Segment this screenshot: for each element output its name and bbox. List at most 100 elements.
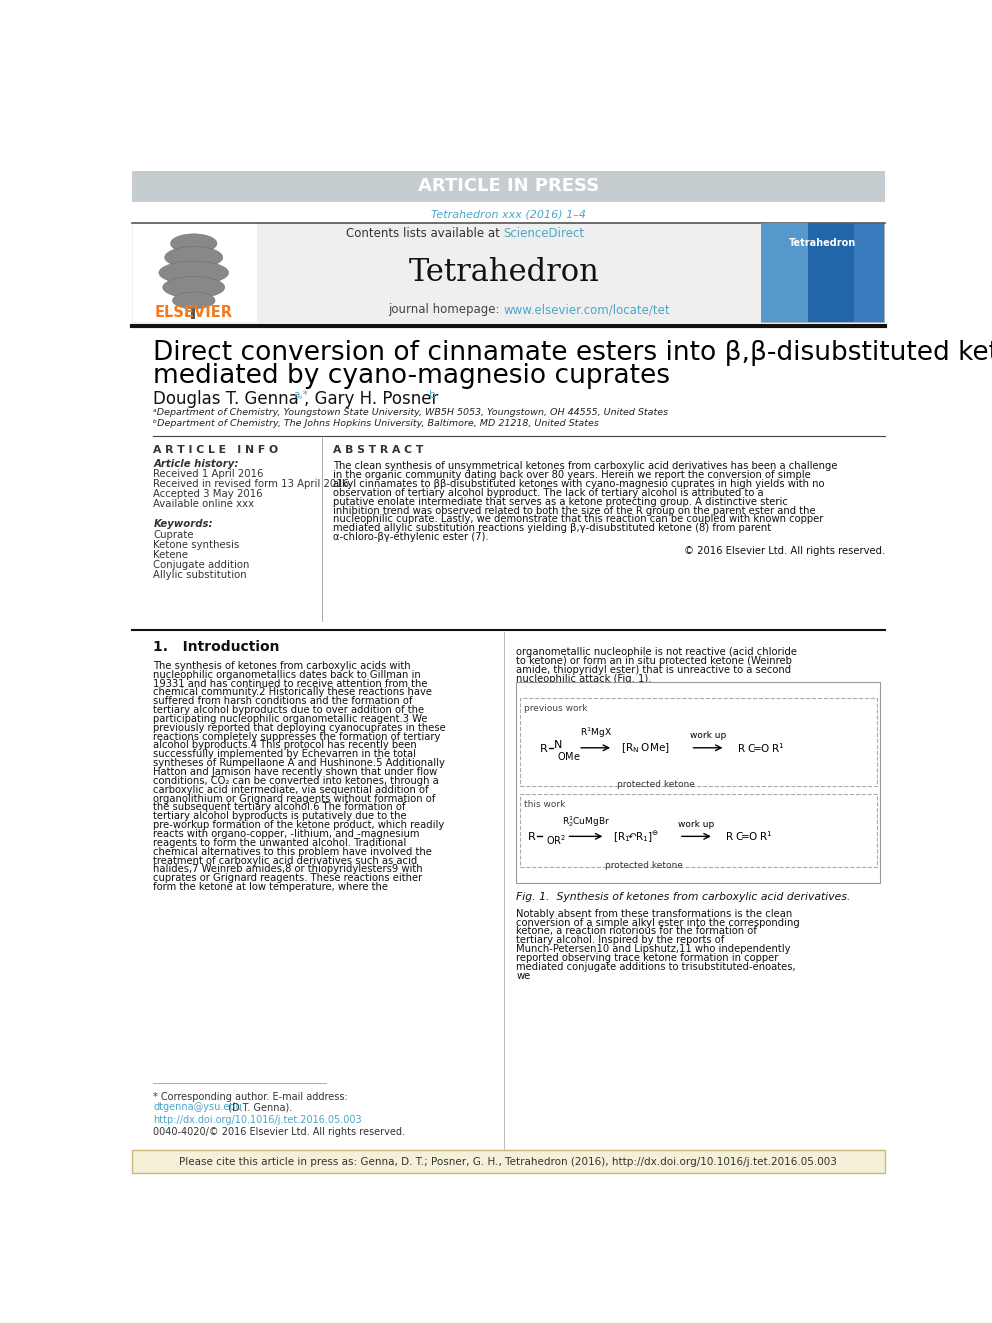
Text: $\mathsf{R}$: $\mathsf{R}$ (539, 742, 548, 754)
Text: , Gary H. Posner: , Gary H. Posner (304, 390, 438, 407)
Text: mediated conjugate additions to trisubstituted-enoates,: mediated conjugate additions to trisubst… (516, 962, 796, 972)
Text: Direct conversion of cinnamate esters into β,β-disubstituted ketones: Direct conversion of cinnamate esters in… (154, 340, 992, 365)
Text: tertiary alcohol byproducts is putatively due to the: tertiary alcohol byproducts is putativel… (154, 811, 407, 822)
Text: ketone, a reaction notorious for the formation of: ketone, a reaction notorious for the for… (516, 926, 757, 937)
Text: $\mathsf{OR^2}$: $\mathsf{OR^2}$ (546, 833, 565, 847)
Text: reagents to form the unwanted alcohol. Traditional: reagents to form the unwanted alcohol. T… (154, 837, 407, 848)
Text: chemical community.2 Historically these reactions have: chemical community.2 Historically these … (154, 688, 433, 697)
Text: $\mathsf{R^1_2CuMgBr}$: $\mathsf{R^1_2CuMgBr}$ (561, 814, 610, 828)
Text: $\mathsf{N}$: $\mathsf{N}$ (553, 738, 561, 750)
Text: protected ketone: protected ketone (617, 781, 694, 789)
Text: ARTICLE IN PRESS: ARTICLE IN PRESS (418, 177, 599, 196)
Text: 1.   Introduction: 1. Introduction (154, 640, 280, 654)
Bar (520, 794, 877, 867)
Text: we: we (516, 971, 531, 980)
Text: Received in revised form 13 April 2016: Received in revised form 13 April 2016 (154, 479, 349, 490)
Text: organometallic nucleophile is not reactive (acid chloride: organometallic nucleophile is not reacti… (516, 647, 798, 658)
Bar (807, 224, 854, 321)
Bar (191, 296, 195, 319)
Text: Please cite this article in press as: Genna, D. T.; Posner, G. H., Tetrahedron (: Please cite this article in press as: Ge… (180, 1158, 837, 1167)
Text: $\mathsf{R\;C\!\!=\!\!O\;R^1}$: $\mathsf{R\;C\!\!=\!\!O\;R^1}$ (725, 830, 773, 843)
Text: Douglas T. Genna: Douglas T. Genna (154, 390, 300, 407)
Text: successfully implemented by Echevarren in the total: successfully implemented by Echevarren i… (154, 749, 417, 759)
Text: ᵃDepartment of Chemistry, Youngstown State University, WB5H 5053, Youngstown, OH: ᵃDepartment of Chemistry, Youngstown Sta… (154, 409, 669, 417)
Text: nucleophilic attack (Fig. 1).: nucleophilic attack (Fig. 1). (516, 673, 652, 684)
Bar (132, 171, 885, 202)
Bar (133, 224, 257, 321)
Text: form the ketone at low temperature, where the: form the ketone at low temperature, wher… (154, 882, 389, 892)
Text: putative enolate intermediate that serves as a ketone protecting group. A distin: putative enolate intermediate that serve… (333, 497, 788, 507)
Bar (761, 224, 884, 321)
Text: www.elsevier.com/locate/tet: www.elsevier.com/locate/tet (504, 303, 671, 316)
Text: protected ketone: protected ketone (605, 861, 682, 871)
Text: A B S T R A C T: A B S T R A C T (333, 445, 424, 455)
Text: Contents lists available at: Contents lists available at (346, 228, 504, 239)
Bar (516, 683, 881, 882)
Text: conditions, CO₂ can be converted into ketones, through a: conditions, CO₂ can be converted into ke… (154, 775, 439, 786)
Text: observation of tertiary alcohol byproduct. The lack of tertiary alcohol is attri: observation of tertiary alcohol byproduc… (333, 488, 764, 497)
Text: $\mathsf{R^1MgX}$: $\mathsf{R^1MgX}$ (579, 726, 612, 740)
Text: $\mathsf{R\;C\!\!=\!\!O\;R^1}$: $\mathsf{R\;C\!\!=\!\!O\;R^1}$ (737, 741, 785, 754)
Text: $\mathsf{OMe}$: $\mathsf{OMe}$ (558, 750, 580, 762)
Text: nucleophilic organometallics dates back to Gillman in: nucleophilic organometallics dates back … (154, 669, 422, 680)
Bar (132, 222, 885, 323)
Text: treatment of carboxylic acid derivatives such as acid: treatment of carboxylic acid derivatives… (154, 856, 418, 865)
Text: carboxylic acid intermediate, via sequential addition of: carboxylic acid intermediate, via sequen… (154, 785, 430, 795)
Text: journal homepage:: journal homepage: (389, 303, 504, 316)
Text: to ketone) or form an in situ protected ketone (Weinreb: to ketone) or form an in situ protected … (516, 656, 792, 665)
Text: Hatton and Jamison have recently shown that under flow: Hatton and Jamison have recently shown t… (154, 767, 437, 777)
Text: mediated by cyano-magnesio cuprates: mediated by cyano-magnesio cuprates (154, 363, 671, 389)
Text: $\left[\mathsf{R_1\!\!\curvearrowleft\!\!R_1}\right]^{\ominus}$: $\left[\mathsf{R_1\!\!\curvearrowleft\!\… (613, 830, 659, 844)
Text: Ketene: Ketene (154, 549, 188, 560)
Text: Tetrahedron xxx (2016) 1–4: Tetrahedron xxx (2016) 1–4 (431, 210, 586, 220)
Text: Received 1 April 2016: Received 1 April 2016 (154, 470, 264, 479)
Text: organolithium or Grignard reagents without formation of: organolithium or Grignard reagents witho… (154, 794, 435, 803)
Text: Accepted 3 May 2016: Accepted 3 May 2016 (154, 490, 263, 500)
Text: in the organic community dating back over 80 years. Herein we report the convers: in the organic community dating back ove… (333, 470, 811, 480)
Text: ELSEVIER: ELSEVIER (155, 306, 233, 320)
Text: halides,7 Weinreb amides,8 or thiopyridylesters9 with: halides,7 Weinreb amides,8 or thiopyridy… (154, 864, 423, 875)
Text: the subsequent tertiary alcohol.6 The formation of: the subsequent tertiary alcohol.6 The fo… (154, 803, 406, 812)
Text: reported observing trace ketone formation in copper: reported observing trace ketone formatio… (516, 953, 779, 963)
Text: suffered from harsh conditions and the formation of: suffered from harsh conditions and the f… (154, 696, 413, 706)
Text: Allylic substitution: Allylic substitution (154, 570, 247, 579)
Text: chemical alternatives to this problem have involved the: chemical alternatives to this problem ha… (154, 847, 433, 857)
Ellipse shape (173, 292, 215, 308)
Text: α-chloro-βγ-ethylenic ester (7).: α-chloro-βγ-ethylenic ester (7). (333, 532, 489, 542)
Ellipse shape (165, 246, 223, 269)
Text: tertiary alcohol. Inspired by the reports of: tertiary alcohol. Inspired by the report… (516, 935, 724, 946)
Text: $\left[\mathsf{R_N\;OMe}\right]$: $\left[\mathsf{R_N\;OMe}\right]$ (621, 741, 670, 754)
Ellipse shape (163, 277, 225, 298)
Text: Conjugate addition: Conjugate addition (154, 560, 250, 569)
Text: amide, thiopyridyl ester) that is unreactive to a second: amide, thiopyridyl ester) that is unreac… (516, 664, 792, 675)
Text: (D.T. Genna).: (D.T. Genna). (225, 1102, 292, 1113)
Text: a,*: a,* (293, 390, 308, 400)
Text: alkyl cinnamates to ββ-disubstituted ketones with cyano-magnesio cuprates in hig: alkyl cinnamates to ββ-disubstituted ket… (333, 479, 824, 490)
Text: mediated allylic substitution reactions yielding β,γ-disubstituted ketone (8) fr: mediated allylic substitution reactions … (333, 524, 772, 533)
Text: alcohol byproducts.4 This protocol has recently been: alcohol byproducts.4 This protocol has r… (154, 741, 418, 750)
Text: The clean synthesis of unsymmetrical ketones from carboxylic acid derivatives ha: The clean synthesis of unsymmetrical ket… (333, 462, 838, 471)
Text: © 2016 Elsevier Ltd. All rights reserved.: © 2016 Elsevier Ltd. All rights reserved… (683, 545, 885, 556)
Text: Munch-Petersen10 and Lipshutz,11 who independently: Munch-Petersen10 and Lipshutz,11 who ind… (516, 945, 791, 954)
Text: reactions completely suppresses the formation of tertiary: reactions completely suppresses the form… (154, 732, 440, 742)
Text: dtgenna@ysu.edu: dtgenna@ysu.edu (154, 1102, 242, 1113)
Text: nucleophilic cuprate. Lastly, we demonstrate that this reaction can be coupled w: nucleophilic cuprate. Lastly, we demonst… (333, 515, 823, 524)
Text: Article history:: Article history: (154, 459, 239, 468)
Text: cuprates or Grignard reagents. These reactions either: cuprates or Grignard reagents. These rea… (154, 873, 423, 884)
Text: http://dx.doi.org/10.1016/j.tet.2016.05.003: http://dx.doi.org/10.1016/j.tet.2016.05.… (154, 1115, 362, 1125)
Text: ScienceDirect: ScienceDirect (504, 228, 585, 239)
Ellipse shape (171, 234, 217, 253)
Text: Available online xxx: Available online xxx (154, 500, 255, 509)
Text: participating nucleophilic organometallic reagent.3 We: participating nucleophilic organometalli… (154, 714, 428, 724)
Text: previous work: previous work (524, 704, 587, 713)
Text: ᵇDepartment of Chemistry, The Johns Hopkins University, Baltimore, MD 21218, Uni: ᵇDepartment of Chemistry, The Johns Hopk… (154, 419, 599, 429)
Text: Fig. 1.  Synthesis of ketones from carboxylic acid derivatives.: Fig. 1. Synthesis of ketones from carbox… (516, 892, 851, 902)
Bar (132, 1150, 885, 1174)
Text: A R T I C L E   I N F O: A R T I C L E I N F O (154, 445, 279, 455)
Text: Tetrahedron: Tetrahedron (409, 257, 599, 288)
Text: previously reported that deploying cyanocuprates in these: previously reported that deploying cyano… (154, 722, 446, 733)
Text: pre-workup formation of the ketone product, which readily: pre-workup formation of the ketone produ… (154, 820, 444, 831)
Text: this work: this work (524, 800, 565, 810)
Text: work up: work up (689, 732, 726, 740)
Text: Keywords:: Keywords: (154, 519, 213, 529)
